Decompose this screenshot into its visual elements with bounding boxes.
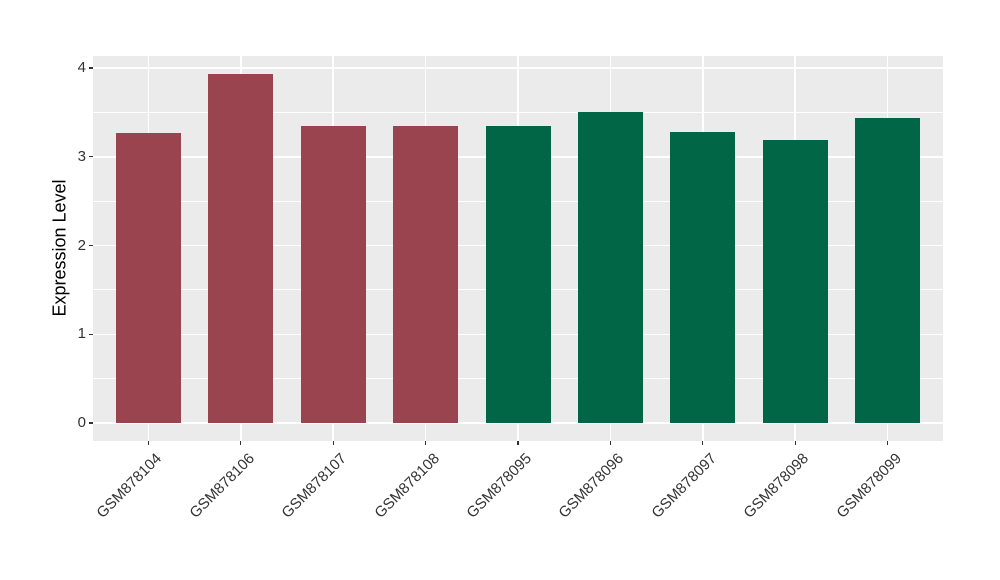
- plot-panel: [93, 56, 943, 441]
- x-tick-mark: [240, 441, 242, 445]
- y-tick-label: 1: [77, 325, 86, 343]
- bar-GSM878106: [208, 74, 274, 423]
- x-tick-mark: [332, 441, 334, 445]
- y-tick-mark: [89, 244, 93, 247]
- y-tick-mark: [89, 67, 93, 69]
- bar-GSM878097: [670, 131, 736, 423]
- x-tick-mark: [147, 441, 150, 445]
- bar-GSM878108: [393, 125, 459, 423]
- y-tick-mark: [89, 156, 93, 158]
- y-tick-label: 2: [77, 236, 86, 254]
- bar-GSM878096: [577, 112, 643, 423]
- bar-GSM878107: [300, 125, 366, 423]
- x-tick-mark: [886, 441, 889, 445]
- bar-GSM878098: [762, 139, 828, 423]
- y-tick-mark: [89, 333, 93, 335]
- x-tick-mark: [794, 441, 796, 445]
- y-tick-label: 0: [77, 414, 86, 431]
- x-tick-mark: [702, 441, 704, 445]
- y-tick-label: 4: [77, 59, 86, 76]
- bar-GSM878104: [115, 132, 181, 423]
- bar-GSM878099: [855, 117, 921, 423]
- y-tick-mark: [89, 422, 93, 424]
- x-tick-mark: [517, 441, 519, 445]
- bar-GSM878095: [485, 125, 551, 423]
- x-tick-mark: [609, 441, 611, 445]
- y-tick-label: 3: [77, 147, 86, 165]
- x-tick-mark: [425, 441, 427, 445]
